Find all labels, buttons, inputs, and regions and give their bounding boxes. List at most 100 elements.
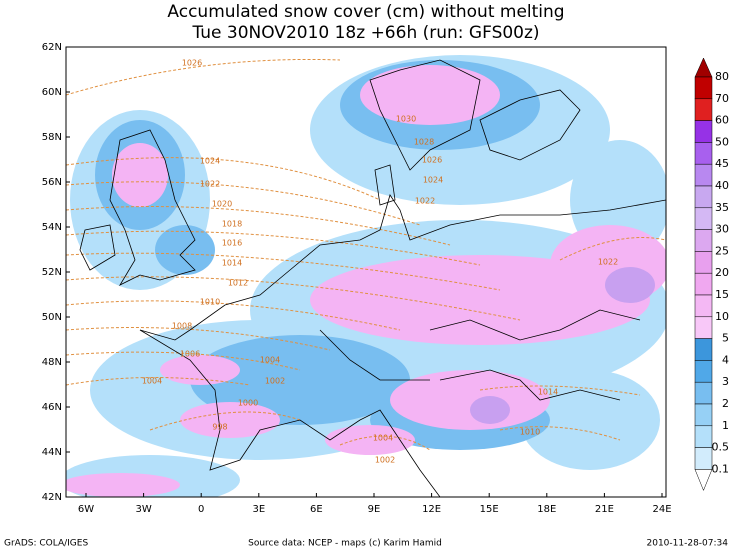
footer-right: 2010-11-28-07:34: [647, 539, 729, 549]
isobar-label: 1024: [423, 176, 443, 185]
colorbar-label: 40: [715, 179, 729, 192]
footer-left: GrADS: COLA/IGES: [4, 539, 88, 549]
isobar-label: 1014: [538, 388, 558, 397]
colorbar-label: 35: [715, 201, 729, 214]
colorbar-label: 0.1: [712, 462, 730, 475]
isobar-label: 1008: [172, 322, 192, 331]
colorbar-segment: [694, 403, 713, 427]
colorbar-segment: [694, 229, 713, 252]
isobar-label: 1022: [415, 197, 435, 206]
lat-label: 60N: [42, 87, 62, 98]
isobar-label: 1026: [422, 156, 442, 165]
lon-label: 6E: [310, 504, 323, 515]
isobar-label: 1010: [200, 298, 220, 307]
footer-center: Source data: NCEP - maps (c) Karim Hamid: [248, 539, 442, 549]
isobar-label: 1028: [414, 138, 434, 147]
lon-label: 21E: [595, 504, 614, 515]
isobar-label: 1004: [373, 434, 393, 443]
snow-purple: [470, 267, 655, 424]
colorbar-segment: [694, 207, 713, 230]
isobar-label: 998: [212, 423, 227, 432]
colorbar-label: 2: [722, 397, 729, 410]
lat-label: 50N: [42, 312, 62, 323]
colorbar-label: 1: [722, 419, 729, 432]
colorbar-label: 5: [722, 332, 729, 345]
colorbar-label: 70: [715, 92, 729, 105]
lat-label: 48N: [42, 357, 62, 368]
isobar-labels: 1026 1030 1028 1026 1024 1022 1024 1022 1020 1018…: [142, 59, 618, 465]
isobar-label: 1022: [200, 180, 220, 189]
isobar-label: 1016: [222, 239, 242, 248]
lat-label: 46N: [42, 402, 62, 413]
colorbar-label: 45: [715, 157, 729, 170]
colorbar-segment: [694, 251, 713, 274]
colorbar-segment: [694, 360, 713, 383]
colorbar-segment: [694, 272, 713, 296]
colorbar-label: 60: [715, 114, 729, 127]
colorbar-bottom: [694, 469, 713, 492]
snow-pink: [66, 65, 666, 497]
lat-label: 54N: [42, 222, 62, 233]
coastlines: [79, 59, 666, 497]
colorbar-segment: [694, 316, 713, 339]
isobar-label: 1012: [228, 279, 248, 288]
colorbar-segment: [694, 447, 713, 470]
lat-label: 56N: [42, 177, 62, 188]
colorbar: 80 70 60 50 45 40 35 30 25 20 15 10 5 4 3 2 1 0.5 0.1: [694, 57, 730, 492]
colorbar-segment: [694, 120, 713, 143]
isobar-label: 1006: [180, 350, 200, 359]
isobar-label: 1002: [265, 377, 285, 386]
colorbar-label: 0.5: [712, 441, 730, 454]
lon-label: 3W: [135, 504, 151, 515]
colorbar-segment: [694, 142, 713, 165]
subtitle: Tue 30NOV2010 18z +66h (run: GFS00z): [191, 23, 539, 43]
isobars: [66, 58, 666, 451]
isobar-label: 1018: [222, 220, 242, 229]
lon-label: 12E: [422, 504, 441, 515]
colorbar-top: [694, 57, 713, 78]
colorbar-label: 30: [715, 223, 729, 236]
lat-label: 52N: [42, 267, 62, 278]
isobar-label: 1030: [396, 115, 416, 124]
colorbar-label: 4: [722, 353, 729, 366]
colorbar-label: 25: [715, 244, 729, 257]
colorbar-segment: [694, 294, 713, 318]
isobar-label: 1014: [222, 259, 242, 268]
colorbar-segment: [694, 381, 713, 405]
isobar-label: 1022: [598, 258, 618, 267]
isobar-label: 1026: [182, 59, 202, 68]
isobar-label: 1002: [375, 456, 395, 465]
lon-label: 24E: [652, 504, 671, 515]
lat-label: 42N: [42, 492, 62, 503]
colorbar-segment: [694, 163, 713, 187]
isobar-label: 1004: [260, 356, 280, 365]
isobar-label: 1004: [142, 377, 162, 386]
colorbar-segment: [694, 425, 713, 448]
lon-label: 15E: [480, 504, 499, 515]
lon-label: 9E: [368, 504, 381, 515]
lon-label: 18E: [537, 504, 556, 515]
lat-label: 44N: [42, 447, 62, 458]
lon-label: 6W: [78, 504, 94, 515]
map-area: 1026 1030 1028 1026 1024 1022 1024 1022 1020 1018…: [66, 47, 666, 497]
colorbar-label: 50: [715, 135, 729, 148]
isobar-label: 1020: [212, 200, 232, 209]
colorbar-segment: [694, 338, 713, 361]
colorbar-label: 15: [715, 288, 729, 301]
isobar-label: 1010: [520, 428, 540, 437]
colorbar-label: 20: [715, 266, 729, 279]
lat-label: 62N: [42, 42, 62, 53]
lon-label: 3E: [252, 504, 265, 515]
colorbar-label: 10: [715, 310, 729, 323]
colorbar-label: 80: [715, 70, 729, 83]
isobar-label: 1000: [238, 399, 258, 408]
colorbar-segment: [694, 185, 713, 209]
title: Accumulated snow cover (cm) without melt…: [167, 2, 564, 22]
colorbar-segment: [694, 98, 713, 121]
lon-label: 0: [198, 504, 204, 515]
colorbar-label: 3: [722, 375, 729, 388]
lat-label: 58N: [42, 132, 62, 143]
colorbar-segment: [694, 76, 713, 100]
isobar-label: 1024: [200, 157, 220, 166]
